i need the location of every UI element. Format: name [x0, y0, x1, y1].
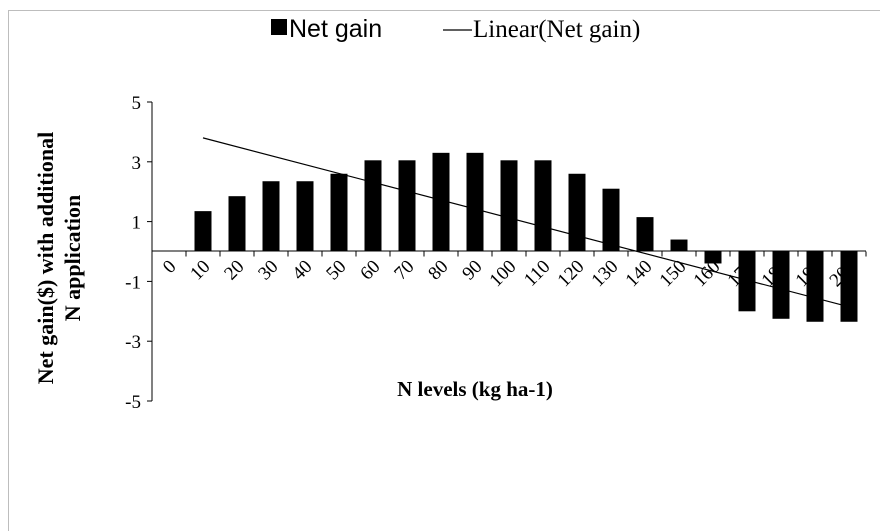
x-tick-label: 30 — [254, 256, 282, 284]
legend-bar-swatch — [271, 19, 287, 35]
bar — [398, 160, 416, 252]
legend-label-net-gain: Net gain — [289, 15, 382, 43]
legend-label-linear: Linear(Net gain) — [473, 16, 640, 43]
bar — [432, 152, 450, 252]
legend: Net gain Linear(Net gain) — [271, 15, 640, 43]
y-tick-label: -3 — [125, 332, 141, 353]
bar — [636, 217, 654, 252]
x-tick-label: 130 — [588, 256, 623, 291]
bar — [806, 251, 824, 322]
bar — [466, 152, 484, 252]
y-ticks: 5 3 1 -1 -3 -5 — [125, 93, 152, 413]
x-axis-title: N levels (kg ha-1) — [397, 377, 553, 401]
x-tick-label: 50 — [322, 256, 350, 284]
x-tick-label: 20 — [220, 256, 248, 284]
bar — [840, 251, 858, 322]
y-tick-label: -1 — [125, 272, 141, 293]
y-axis-title-line-1: Net gain($) with additional — [33, 132, 58, 384]
y-tick-label: -5 — [125, 392, 141, 413]
chart-frame — [8, 10, 880, 531]
x-tick-label: 150 — [656, 256, 691, 291]
y-tick-label: 3 — [132, 153, 142, 174]
bar — [534, 160, 552, 252]
x-tick-label: 140 — [622, 256, 657, 291]
x-tick-label: 80 — [424, 256, 452, 284]
bar — [704, 251, 722, 264]
bar — [194, 211, 212, 252]
bar — [500, 160, 518, 252]
bar — [670, 239, 688, 252]
x-tick-label: 90 — [458, 256, 486, 284]
bar — [296, 181, 314, 252]
x-tick-label: 70 — [390, 256, 418, 284]
x-tick-label: 60 — [356, 256, 384, 284]
trendline-group — [202, 137, 850, 308]
bar — [262, 181, 280, 252]
bar — [228, 196, 246, 252]
bar — [330, 173, 348, 252]
bar — [772, 251, 790, 319]
bar — [738, 251, 756, 312]
bars — [194, 152, 858, 322]
y-axis-title-line-2: N application — [60, 195, 85, 322]
y-tick-label: 1 — [132, 213, 142, 234]
x-tick-label: 120 — [554, 256, 589, 291]
x-tick-label: 110 — [520, 256, 555, 291]
y-tick-label: 5 — [132, 93, 142, 114]
x-tick-label: 100 — [486, 256, 521, 291]
bar — [602, 188, 620, 252]
x-tick-label: 10 — [186, 256, 214, 284]
bar — [568, 173, 586, 252]
x-tick-label: 40 — [288, 256, 316, 284]
bar — [364, 160, 382, 252]
x-tick-label: 0 — [159, 256, 181, 278]
linear-trendline — [202, 137, 850, 308]
